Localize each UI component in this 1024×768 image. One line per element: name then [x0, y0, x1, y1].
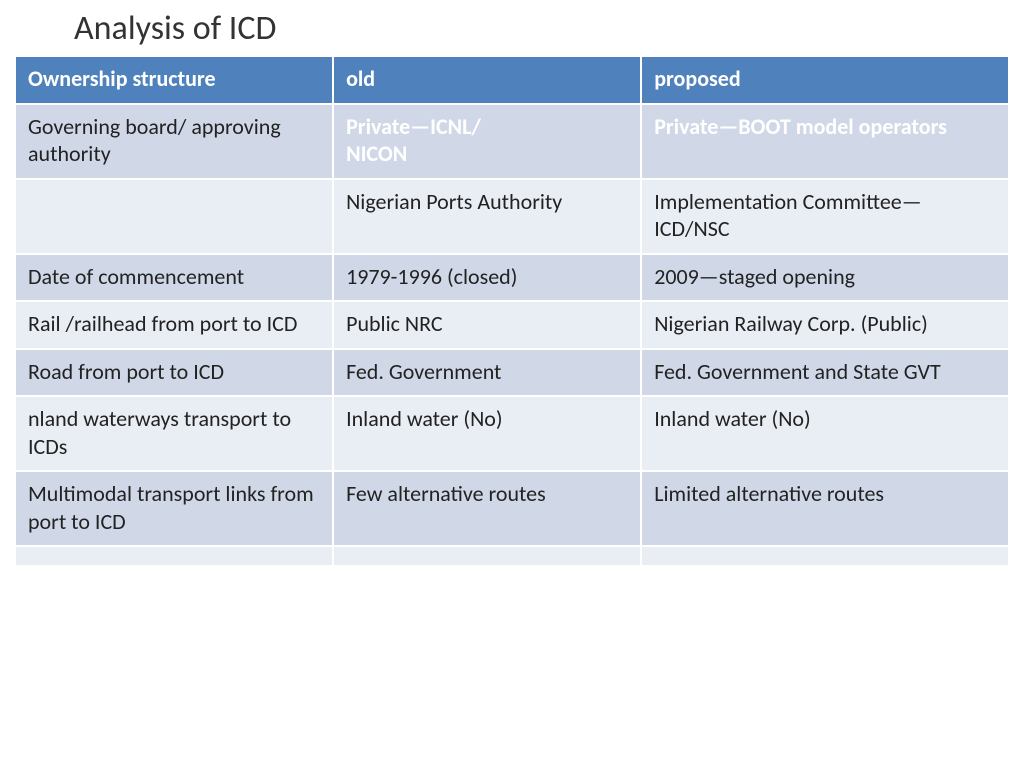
- table-cell: Private—BOOT model operators: [641, 104, 1009, 179]
- table-row: Multimodal transport links from port to …: [15, 471, 1009, 546]
- table-cell: Road from port to ICD: [15, 349, 333, 397]
- table-cell: [333, 546, 641, 566]
- slide-title: Analysis of ICD: [14, 8, 1010, 55]
- table-cell: 2009—staged opening: [641, 254, 1009, 302]
- table-row: Nigerian Ports AuthorityImplementation C…: [15, 179, 1009, 254]
- table-cell: Inland water (No): [641, 396, 1009, 471]
- icd-table: Ownership structure old proposed Governi…: [14, 55, 1010, 567]
- table-cell: Multimodal transport links from port to …: [15, 471, 333, 546]
- table-cell: [15, 179, 333, 254]
- col-header-1: old: [333, 56, 641, 104]
- table-cell: Fed. Government and State GVT: [641, 349, 1009, 397]
- table-cell: nland waterways transport to ICDs: [15, 396, 333, 471]
- table-row: Road from port to ICDFed. GovernmentFed.…: [15, 349, 1009, 397]
- table-cell: Inland water (No): [333, 396, 641, 471]
- table-row: nland waterways transport to ICDsInland …: [15, 396, 1009, 471]
- table-row: [15, 546, 1009, 566]
- table-cell: 1979-1996 (closed): [333, 254, 641, 302]
- table-cell: Governing board/ approving authority: [15, 104, 333, 179]
- table-cell: Private—ICNL/NICON: [333, 104, 641, 179]
- table-row: Date of commencement1979-1996 (closed)20…: [15, 254, 1009, 302]
- table-cell: Date of commencement: [15, 254, 333, 302]
- table-cell: Implementation Committee—ICD/NSC: [641, 179, 1009, 254]
- table-header-row: Ownership structure old proposed: [15, 56, 1009, 104]
- table-cell: Rail /railhead from port to ICD: [15, 301, 333, 349]
- slide: Analysis of ICD Ownership structure old …: [0, 0, 1024, 768]
- table-cell: Nigerian Ports Authority: [333, 179, 641, 254]
- table-cell: Fed. Government: [333, 349, 641, 397]
- table-cell: [641, 546, 1009, 566]
- col-header-0: Ownership structure: [15, 56, 333, 104]
- table-cell: Few alternative routes: [333, 471, 641, 546]
- table-cell: Limited alternative routes: [641, 471, 1009, 546]
- table-cell: [15, 546, 333, 566]
- table-cell: Nigerian Railway Corp. (Public): [641, 301, 1009, 349]
- table-row: Governing board/ approving authorityPriv…: [15, 104, 1009, 179]
- col-header-2: proposed: [641, 56, 1009, 104]
- table-cell: Public NRC: [333, 301, 641, 349]
- table-row: Rail /railhead from port to ICDPublic NR…: [15, 301, 1009, 349]
